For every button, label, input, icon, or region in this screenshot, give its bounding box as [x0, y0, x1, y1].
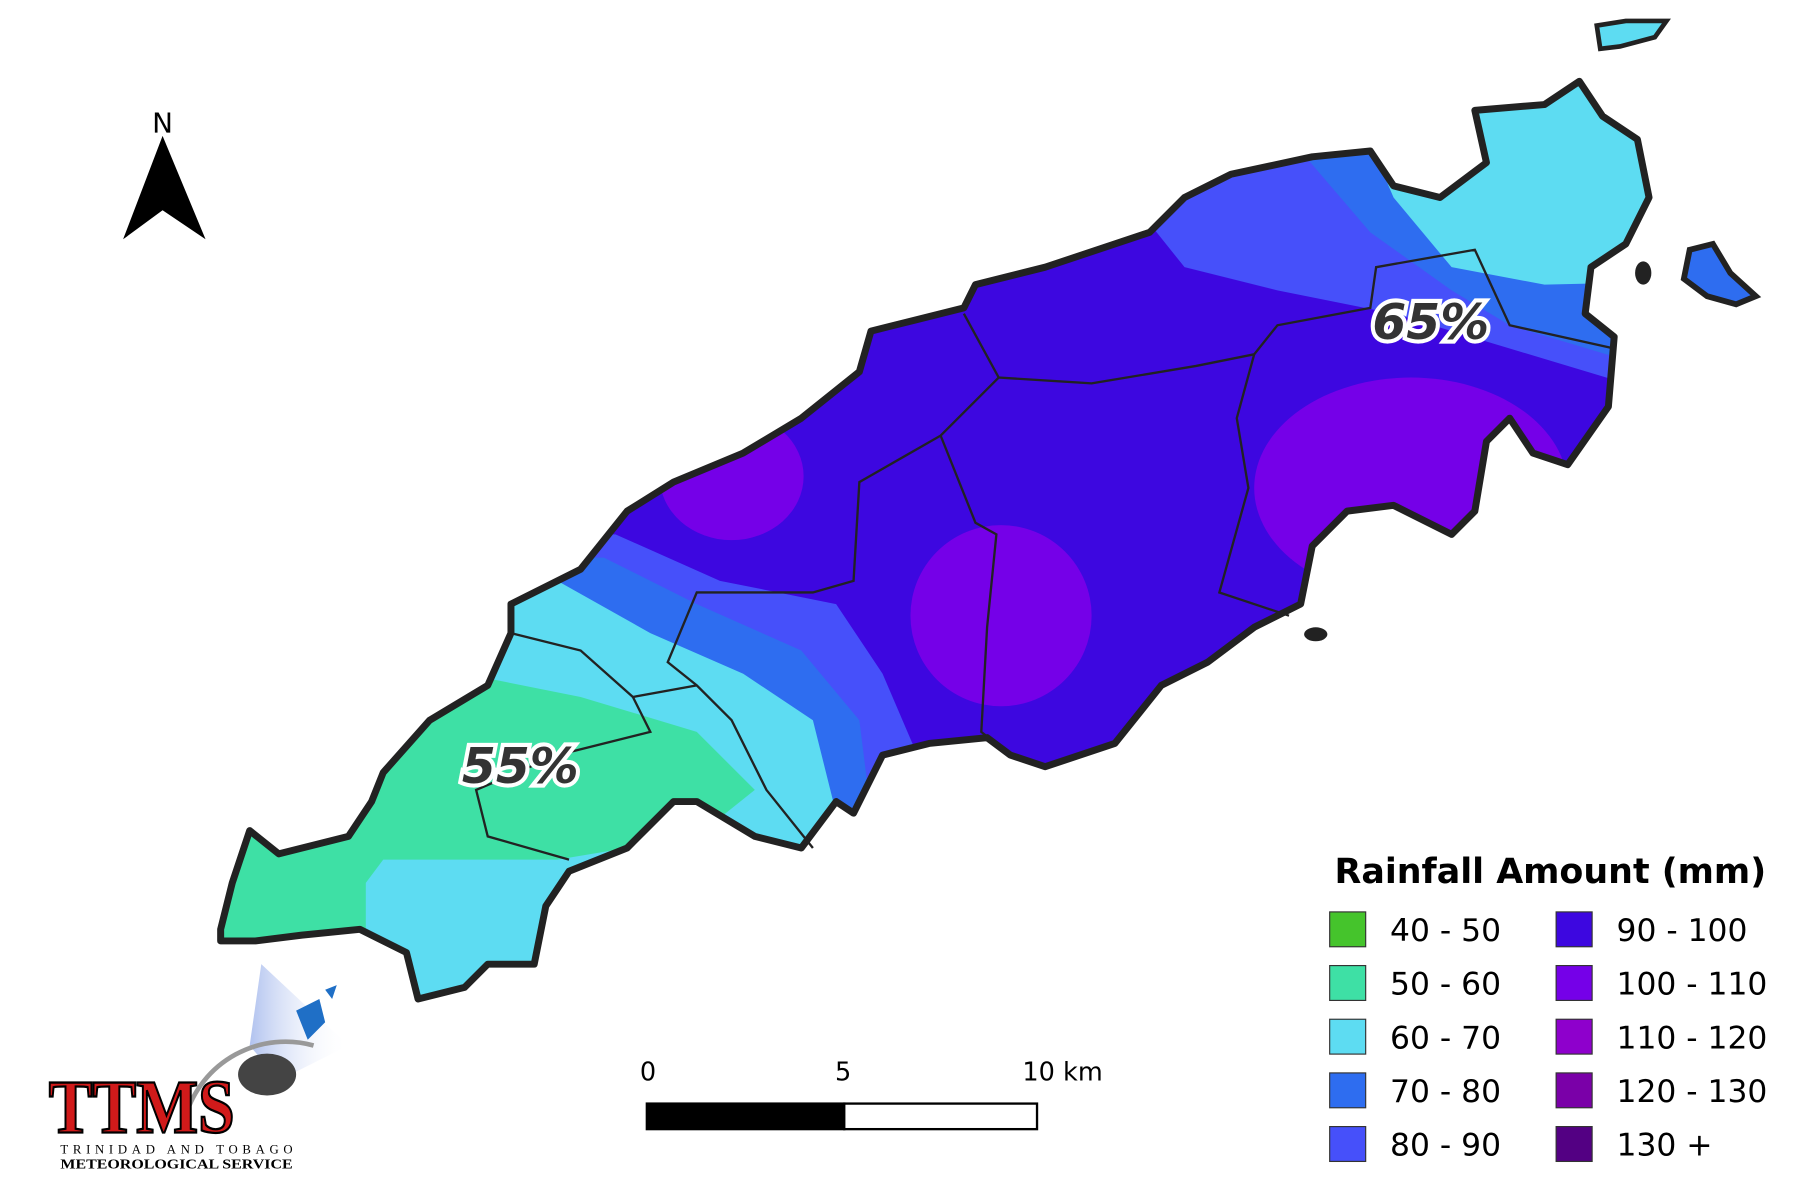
- scale-label: 0: [640, 1057, 656, 1087]
- boundary: [939, 435, 1012, 756]
- legend-label: 120 - 130: [1617, 1074, 1768, 1110]
- zone-100-110: [910, 525, 1092, 707]
- legend-swatch: [1329, 1126, 1367, 1163]
- boundary: [962, 248, 1615, 385]
- boundary: [474, 631, 653, 861]
- annotation: 65%: [1372, 294, 1489, 351]
- scale-bar: 0 5 10 km: [640, 1057, 1103, 1131]
- zone-60-70: [1358, 81, 1650, 285]
- legend: 40 - 50 50 - 60 60 - 70 70 - 80 80 - 90 90 - …: [1329, 911, 1768, 1164]
- logo-line: METEOROLOGICAL SERVICE: [60, 1158, 292, 1173]
- islet: [1635, 261, 1652, 285]
- north-arrow: [123, 135, 206, 240]
- legend-swatch: [1329, 911, 1367, 948]
- legend-label: 90 - 100: [1617, 913, 1748, 949]
- little-tobago: [1680, 240, 1762, 308]
- north-label: N: [152, 106, 173, 139]
- legend-label: 40 - 50: [1390, 913, 1501, 949]
- logo: TTMS TRINIDAD AND TOBAGO METEOROLOGICAL …: [48, 964, 349, 1173]
- legend-swatch: [1555, 1126, 1593, 1163]
- islet: [1304, 627, 1328, 642]
- legend-swatch: [1329, 964, 1367, 1002]
- legend-label: 100 - 110: [1617, 967, 1768, 1003]
- legend-label: 130 +: [1617, 1128, 1713, 1164]
- legend-swatch: [1329, 1018, 1367, 1055]
- boundary: [1217, 354, 1290, 617]
- legend-label: 80 - 90: [1390, 1128, 1501, 1164]
- legend-label: 60 - 70: [1390, 1020, 1501, 1056]
- parish-boundaries: [474, 248, 1615, 861]
- legend-swatch: [1555, 1018, 1593, 1055]
- scale-label: 10 km: [1022, 1057, 1102, 1087]
- legend-label: 50 - 60: [1390, 967, 1501, 1003]
- logo-dish: [238, 1053, 297, 1096]
- legend-title: Rainfall Amount (mm): [1335, 852, 1767, 892]
- logo-arc: [183, 1039, 315, 1116]
- islet: [1594, 18, 1671, 52]
- logo-name: TTMS: [49, 1065, 235, 1150]
- legend-swatch: [1555, 964, 1593, 1002]
- scale-label: 5: [835, 1057, 851, 1087]
- scale-segment: [843, 1102, 1039, 1131]
- annotation: 55%: [462, 738, 579, 795]
- zone-100-110: [1254, 377, 1568, 599]
- logo-beam: [249, 964, 349, 1081]
- legend-label: 110 - 120: [1617, 1020, 1768, 1056]
- legend-label: 70 - 80: [1390, 1074, 1501, 1110]
- boundary: [666, 376, 1000, 849]
- logo-island: [296, 985, 337, 1040]
- boundary: [632, 684, 697, 699]
- scale-segment: [645, 1102, 846, 1131]
- legend-swatch: [1555, 911, 1593, 948]
- legend-swatch: [1329, 1072, 1367, 1109]
- legend-swatch: [1555, 1072, 1593, 1109]
